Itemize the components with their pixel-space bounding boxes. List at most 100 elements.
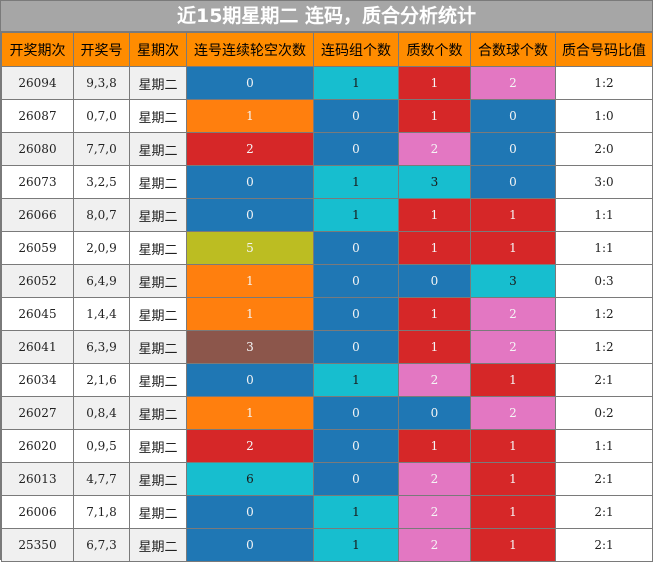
ratio-cell: 2:1 [555, 495, 653, 529]
composite-count-cell: 0 [470, 132, 556, 166]
col-header-groups[interactable]: 连码组个数 [313, 32, 399, 67]
col-header-weekday[interactable]: 星期次 [129, 32, 187, 67]
period-cell: 26027 [1, 396, 74, 430]
group-count-cell: 1 [313, 495, 399, 529]
miss-count-cell: 5 [186, 231, 314, 265]
numbers-cell: 9,3,8 [73, 66, 130, 100]
miss-count-cell: 0 [186, 198, 314, 232]
composite-count-cell: 1 [470, 363, 556, 397]
prime-count-cell: 1 [398, 99, 471, 133]
miss-count-cell: 3 [186, 330, 314, 364]
weekday-cell: 星期二 [129, 165, 187, 199]
weekday-cell: 星期二 [129, 528, 187, 562]
col-header-numbers[interactable]: 开奖号 [73, 32, 130, 67]
group-count-cell: 0 [313, 297, 399, 331]
page-title: 近15期星期二 连码，质合分析统计 [1, 1, 652, 32]
numbers-cell: 0,7,0 [73, 99, 130, 133]
col-header-prime[interactable]: 质数个数 [398, 32, 471, 67]
stats-table: 开奖期次 开奖号 星期次 连号连续轮空次数 连码组个数 质数个数 合数球个数 质… [1, 32, 653, 562]
weekday-cell: 星期二 [129, 363, 187, 397]
table-row[interactable]: 26006 7,1,8 星期二 0 1 2 1 2:1 [1, 495, 653, 529]
group-count-cell: 0 [313, 132, 399, 166]
composite-count-cell: 1 [470, 495, 556, 529]
table-row[interactable]: 26052 6,4,9 星期二 1 0 0 3 0:3 [1, 264, 653, 298]
ratio-cell: 0:2 [555, 396, 653, 430]
weekday-cell: 星期二 [129, 330, 187, 364]
numbers-cell: 2,1,6 [73, 363, 130, 397]
col-header-composite[interactable]: 合数球个数 [470, 32, 556, 67]
period-cell: 25350 [1, 528, 74, 562]
numbers-cell: 8,0,7 [73, 198, 130, 232]
composite-count-cell: 2 [470, 66, 556, 100]
table-body: 26094 9,3,8 星期二 0 1 1 2 1:2 26087 0,7,0 星期二 1 0 1 0 1:0… [1, 66, 653, 562]
period-cell: 26045 [1, 297, 74, 331]
prime-count-cell: 0 [398, 396, 471, 430]
weekday-cell: 星期二 [129, 429, 187, 463]
table-row[interactable]: 26087 0,7,0 星期二 1 0 1 0 1:0 [1, 99, 653, 133]
period-cell: 26080 [1, 132, 74, 166]
table-row[interactable]: 26073 3,2,5 星期二 0 1 3 0 3:0 [1, 165, 653, 199]
miss-count-cell: 0 [186, 66, 314, 100]
composite-count-cell: 2 [470, 330, 556, 364]
composite-count-cell: 0 [470, 165, 556, 199]
weekday-cell: 星期二 [129, 132, 187, 166]
numbers-cell: 1,4,4 [73, 297, 130, 331]
period-cell: 26041 [1, 330, 74, 364]
weekday-cell: 星期二 [129, 297, 187, 331]
table-row[interactable]: 26045 1,4,4 星期二 1 0 1 2 1:2 [1, 297, 653, 331]
ratio-cell: 2:1 [555, 363, 653, 397]
group-count-cell: 1 [313, 363, 399, 397]
table-row[interactable]: 26059 2,0,9 星期二 5 0 1 1 1:1 [1, 231, 653, 265]
numbers-cell: 6,4,9 [73, 264, 130, 298]
table-row[interactable]: 26034 2,1,6 星期二 0 1 2 1 2:1 [1, 363, 653, 397]
table-row[interactable]: 26094 9,3,8 星期二 0 1 1 2 1:2 [1, 66, 653, 100]
miss-count-cell: 1 [186, 297, 314, 331]
table-row[interactable]: 26041 6,3,9 星期二 3 0 1 2 1:2 [1, 330, 653, 364]
group-count-cell: 0 [313, 264, 399, 298]
ratio-cell: 1:2 [555, 66, 653, 100]
ratio-cell: 0:3 [555, 264, 653, 298]
col-header-period[interactable]: 开奖期次 [1, 32, 74, 67]
composite-count-cell: 1 [470, 231, 556, 265]
table-row[interactable]: 26080 7,7,0 星期二 2 0 2 0 2:0 [1, 132, 653, 166]
miss-count-cell: 1 [186, 99, 314, 133]
table-row[interactable]: 26020 0,9,5 星期二 2 0 1 1 1:1 [1, 429, 653, 463]
weekday-cell: 星期二 [129, 231, 187, 265]
weekday-cell: 星期二 [129, 99, 187, 133]
prime-count-cell: 2 [398, 528, 471, 562]
miss-count-cell: 0 [186, 165, 314, 199]
miss-count-cell: 1 [186, 264, 314, 298]
prime-count-cell: 0 [398, 264, 471, 298]
composite-count-cell: 3 [470, 264, 556, 298]
group-count-cell: 0 [313, 396, 399, 430]
period-cell: 26073 [1, 165, 74, 199]
prime-count-cell: 1 [398, 330, 471, 364]
table-row[interactable]: 26027 0,8,4 星期二 1 0 0 2 0:2 [1, 396, 653, 430]
ratio-cell: 1:1 [555, 198, 653, 232]
numbers-cell: 0,8,4 [73, 396, 130, 430]
table-row[interactable]: 26066 8,0,7 星期二 0 1 1 1 1:1 [1, 198, 653, 232]
period-cell: 26020 [1, 429, 74, 463]
ratio-cell: 1:1 [555, 429, 653, 463]
numbers-cell: 0,9,5 [73, 429, 130, 463]
table-row[interactable]: 25350 6,7,3 星期二 0 1 2 1 2:1 [1, 528, 653, 562]
col-header-miss[interactable]: 连号连续轮空次数 [186, 32, 314, 67]
numbers-cell: 7,7,0 [73, 132, 130, 166]
ratio-cell: 1:2 [555, 297, 653, 331]
prime-count-cell: 2 [398, 132, 471, 166]
miss-count-cell: 0 [186, 528, 314, 562]
prime-count-cell: 2 [398, 495, 471, 529]
period-cell: 26006 [1, 495, 74, 529]
prime-count-cell: 2 [398, 363, 471, 397]
prime-count-cell: 1 [398, 429, 471, 463]
weekday-cell: 星期二 [129, 396, 187, 430]
col-header-ratio[interactable]: 质合号码比值 [555, 32, 653, 67]
group-count-cell: 0 [313, 462, 399, 496]
ratio-cell: 1:2 [555, 330, 653, 364]
composite-count-cell: 1 [470, 429, 556, 463]
group-count-cell: 1 [313, 165, 399, 199]
table-row[interactable]: 26013 4,7,7 星期二 6 0 2 1 2:1 [1, 462, 653, 496]
group-count-cell: 1 [313, 198, 399, 232]
ratio-cell: 2:0 [555, 132, 653, 166]
